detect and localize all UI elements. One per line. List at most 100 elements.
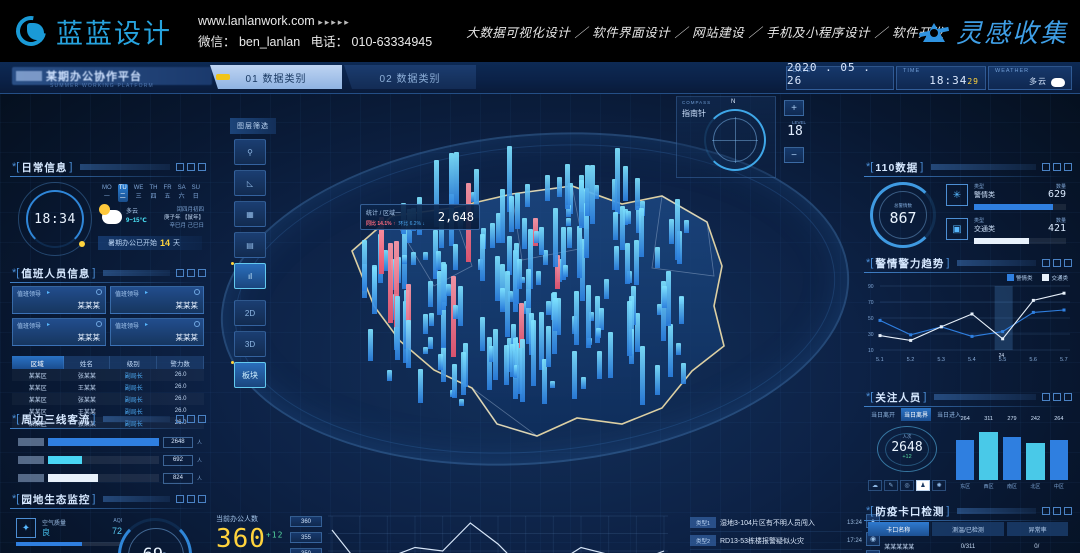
panel-alarm-trend: *[警情警力趋势] 警情类 交通类 10 30 50 70 90 5.1 5.2 5.3 5.4 5… [864, 254, 1072, 382]
weekday-th[interactable]: TH 四 [149, 184, 157, 202]
duty-card-3[interactable]: 值班领导 ▸ 某某某 [12, 318, 106, 346]
map-bar [422, 346, 428, 355]
panel-window-controls[interactable] [1042, 393, 1072, 401]
map-bar [681, 363, 687, 384]
weekday-sa[interactable]: SA 六 [178, 184, 186, 202]
duty-close-icon[interactable] [96, 289, 102, 295]
map-bar [622, 208, 628, 225]
duty-col-3[interactable]: 级别 [110, 356, 158, 369]
compass-dial[interactable] [704, 109, 766, 171]
watch-tab-当日离开[interactable]: 当日离开 [871, 413, 896, 419]
pen-icon[interactable]: ✎ [884, 480, 898, 491]
weekday-su[interactable]: SU 日 [192, 184, 200, 202]
map-bar [371, 264, 377, 315]
duty-close-icon[interactable] [194, 289, 200, 295]
panel-window-controls[interactable] [1042, 259, 1072, 267]
layer-button-flag[interactable]: ◺ [234, 170, 266, 196]
map-view[interactable]: 统计 / 区域一 2,648 同比 14.1% ↑ 环比 6.2% ↓ 图层筛选… [206, 96, 864, 508]
zoom-out-button[interactable]: − [784, 147, 804, 163]
svg-text:5.5: 5.5 [999, 357, 1007, 362]
panel-window-controls[interactable] [176, 269, 206, 277]
alert-list[interactable]: 类型1 湿地3-104片区有不明人员闯入 13:24 类型2 RD13-53栋楼报警疑似… [690, 514, 880, 553]
covid-col-3[interactable]: 异常率 [1007, 522, 1068, 536]
layer-button-pin[interactable]: ⚲ [234, 139, 266, 165]
watch-tabs[interactable]: 当日离开 当日离界 当日进入 [868, 408, 964, 421]
target-icon[interactable]: ◎ [900, 480, 914, 491]
weekday-tu[interactable]: TU 二 [117, 184, 128, 202]
panel-window-controls[interactable] [176, 163, 206, 171]
zoom-in-button[interactable]: + [784, 100, 804, 116]
duty-col-1[interactable]: 区域 [12, 356, 64, 369]
alert-scroll-down-icon[interactable]: ▼ [866, 550, 880, 553]
view-button-2D[interactable]: 2D [234, 300, 266, 326]
map-bar [504, 271, 510, 337]
duty-close-icon[interactable] [194, 321, 200, 327]
legend-item[interactable]: 交通类 [1042, 274, 1068, 282]
watch-icon-row[interactable]: ☁ ✎ ◎ ♟ ✺ [868, 480, 950, 491]
duty-col-4[interactable]: 警力数 [157, 356, 204, 369]
table-row[interactable]: 某某区 王某某 副局长 26.0 [12, 405, 204, 417]
map-bar [507, 235, 513, 276]
layer-button-bars[interactable]: ıl [231, 262, 266, 289]
duty-col-2[interactable]: 姓名 [63, 356, 111, 369]
panel-window-controls[interactable] [176, 415, 206, 423]
tab-data-category-02[interactable]: 02 数据类别 [344, 65, 476, 89]
table-row[interactable]: 某某某某某 0/311 0/ [868, 540, 1068, 553]
weekday-cn: 日 [192, 194, 199, 200]
tab-data-category-01[interactable]: 01 数据类别 [210, 65, 342, 89]
panel-window-controls[interactable] [1042, 163, 1072, 171]
promo-website[interactable]: www.lanlanwork.com [198, 13, 315, 28]
table-row[interactable]: 某某区 张某某 副局长 26.0 [12, 393, 204, 405]
map-bar [519, 276, 525, 284]
panel-window-controls[interactable] [176, 495, 206, 503]
weekday-we[interactable]: WE 三 [134, 184, 144, 202]
layer-button-chart[interactable]: ▤ [234, 232, 266, 258]
duty-card-1[interactable]: 值班领导 ▸ 某某某 [12, 286, 106, 314]
map-bar [566, 205, 572, 217]
duty-card-4[interactable]: 值班领导 ▸ 某某某 [110, 318, 204, 346]
flow-unit: 人 [196, 475, 202, 482]
map-bar [471, 192, 477, 202]
layer-filter-toolbar[interactable]: 图层筛选 ⚲ ◺ ▦ ▤ ıl 2D 3D 板块 [230, 118, 276, 388]
map-bar [500, 263, 506, 312]
map-zoom-control[interactable]: + 18 − LEVEL [784, 100, 806, 163]
globe-icon[interactable]: ✺ [932, 480, 946, 491]
110-item-2: ▣ 类型 交通类 数量 421 [946, 218, 1066, 248]
person-icon[interactable]: ♟ [916, 480, 930, 491]
weekday-en: SA [177, 185, 186, 191]
table-row[interactable]: 某某区 王某某 副局长 26.0 [12, 381, 204, 393]
duty-close-icon[interactable] [96, 321, 102, 327]
gauge-unit: % [163, 551, 167, 553]
table-row[interactable]: 某某区 张某某 副局长 26.0 [12, 369, 204, 381]
trend-legend: 警情类 交通类 [1006, 274, 1068, 282]
panel-duty-staff: *[值班人员信息] 值班领导 ▸ 某某某 值班领导 ▸ 某某某 值班领导 ▸ 某某某 值班领导 ▸ 某… [10, 264, 206, 428]
view-button-板块[interactable]: 板块 [231, 361, 266, 388]
panel-window-controls[interactable] [1042, 507, 1072, 515]
alert-row[interactable]: 类型2 RD13-53栋楼报警疑似火灾 17:24 [690, 532, 862, 550]
legend-item[interactable]: 警情类 [1006, 274, 1032, 282]
watch-tab-当日进入[interactable]: 当日进入 [937, 413, 962, 419]
watch-tab-当日离界[interactable]: 当日离界 [901, 408, 932, 421]
covid-col-1[interactable]: 卡口名称 [868, 522, 929, 536]
map-bar [474, 169, 480, 219]
layer-filter-title: 图层筛选 [230, 118, 276, 134]
cell: 26.0 [174, 420, 187, 426]
duty-card-2[interactable]: 值班领导 ▸ 某某某 [110, 286, 204, 314]
status-weather: WEATHER 多云 [988, 66, 1072, 90]
cell: 26.0 [174, 396, 187, 402]
covid-table-header[interactable]: 卡口名称 测温/已检测 异常率 [868, 522, 1068, 536]
table-row[interactable]: 某某区 张某某 副局长 26.0 [12, 417, 204, 429]
covid-col-2[interactable]: 测温/已检测 [931, 522, 1005, 536]
110-item-1: ✳ 类型 警情类 数量 629 [946, 184, 1066, 214]
weekday-mo[interactable]: MO 一 [102, 184, 112, 202]
cloud-icon[interactable]: ☁ [868, 480, 882, 491]
map-bar [402, 254, 408, 265]
alert-row[interactable]: 类型1 湿地3-104片区有不明人员闯入 13:24 [690, 514, 862, 532]
map-bar [634, 313, 640, 353]
view-button-3D[interactable]: 3D [234, 331, 266, 357]
map-bar [625, 210, 631, 225]
weekday-fr[interactable]: FR 五 [164, 184, 172, 202]
compass-widget[interactable]: COMPASS 指南针 N [676, 96, 776, 178]
map-bar [513, 365, 519, 378]
layer-button-grid[interactable]: ▦ [234, 201, 266, 227]
